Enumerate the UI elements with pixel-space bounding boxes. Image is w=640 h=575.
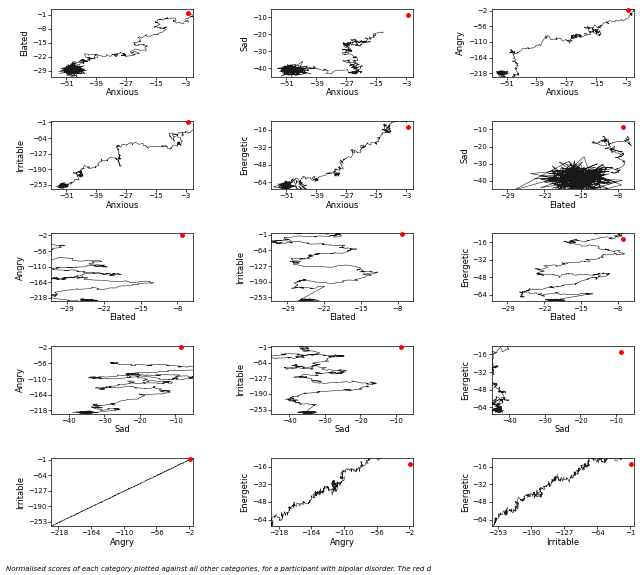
Y-axis label: Sad: Sad	[241, 35, 250, 51]
Y-axis label: Energetic: Energetic	[461, 247, 470, 288]
Y-axis label: Energetic: Energetic	[241, 135, 250, 175]
Y-axis label: Energetic: Energetic	[241, 472, 250, 512]
X-axis label: Sad: Sad	[555, 426, 570, 434]
Y-axis label: Energetic: Energetic	[461, 360, 470, 400]
X-axis label: Anxious: Anxious	[326, 201, 359, 210]
X-axis label: Elated: Elated	[329, 313, 356, 322]
Y-axis label: Angry: Angry	[16, 367, 25, 392]
Y-axis label: Irritable: Irritable	[236, 363, 245, 396]
X-axis label: Elated: Elated	[549, 313, 576, 322]
Y-axis label: Elated: Elated	[20, 29, 29, 56]
Y-axis label: Energetic: Energetic	[461, 472, 470, 512]
X-axis label: Anxious: Anxious	[546, 89, 579, 97]
X-axis label: Angry: Angry	[330, 538, 355, 547]
Y-axis label: Irritable: Irritable	[16, 139, 25, 171]
Y-axis label: Angry: Angry	[456, 30, 465, 55]
Text: Normalised scores of each category plotted against all other categories, for a p: Normalised scores of each category plott…	[6, 566, 431, 572]
X-axis label: Anxious: Anxious	[326, 89, 359, 97]
X-axis label: Irritable: Irritable	[546, 538, 579, 547]
Y-axis label: Irritable: Irritable	[236, 251, 245, 284]
X-axis label: Sad: Sad	[115, 426, 130, 434]
Y-axis label: Angry: Angry	[16, 255, 25, 280]
X-axis label: Sad: Sad	[335, 426, 350, 434]
X-axis label: Anxious: Anxious	[106, 89, 139, 97]
X-axis label: Elated: Elated	[109, 313, 136, 322]
Y-axis label: Sad: Sad	[461, 147, 470, 163]
X-axis label: Anxious: Anxious	[106, 201, 139, 210]
Y-axis label: Irritable: Irritable	[16, 476, 25, 509]
X-axis label: Angry: Angry	[109, 538, 135, 547]
X-axis label: Elated: Elated	[549, 201, 576, 210]
